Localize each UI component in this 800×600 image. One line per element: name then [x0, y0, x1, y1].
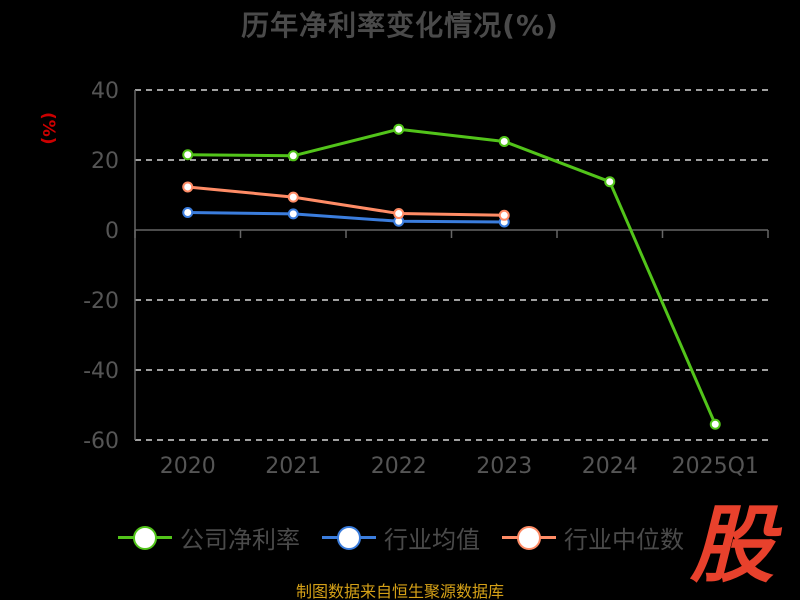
series-2-point-0: [182, 181, 194, 193]
legend: 公司净利率 行业均值 行业中位数: [118, 517, 706, 557]
x-tick-label-2: 2022: [371, 454, 427, 479]
series-0-point-3: [498, 135, 510, 147]
legend-swatch-industry-avg: [322, 525, 376, 550]
series-line-2: [187, 185, 505, 217]
logo: 股: [690, 496, 775, 594]
x-tick-label-1: 2021: [265, 454, 321, 479]
y-tick-label-3: -20: [83, 289, 119, 314]
series-0-point-1: [287, 150, 299, 162]
legend-swatch-company: [118, 525, 172, 550]
series-line-1: [187, 211, 505, 224]
series-1-point-1: [287, 208, 299, 220]
y-tick-label-2: 0: [105, 219, 119, 244]
series-2-point-1: [287, 191, 299, 203]
legend-item-industry-avg[interactable]: 行业均值: [322, 520, 480, 555]
series-0-point-0: [182, 149, 194, 161]
x-tick-label-3: 2023: [476, 454, 532, 479]
y-tick-label-1: 20: [91, 149, 119, 174]
source-note: 制图数据来自恒生聚源数据库: [295, 582, 504, 600]
series-0-point-4: [604, 176, 616, 188]
y-tick-label-0: 40: [91, 79, 119, 104]
series-0-point-2: [393, 123, 405, 135]
legend-label-industry-median: 行业中位数: [564, 525, 684, 554]
series-1-point-0: [182, 207, 194, 218]
legend-label-industry-avg: 行业均值: [384, 525, 480, 554]
x-tick-label-4: 2024: [582, 454, 638, 479]
x-tick-label-5: 2025Q1: [672, 454, 759, 479]
y-tick-label-4: -40: [83, 359, 119, 384]
legend-label-company: 公司净利率: [180, 525, 300, 554]
legend-item-company[interactable]: 公司净利率: [118, 520, 300, 555]
x-tick-label-0: 2020: [160, 454, 216, 479]
y-tick-label-5: -60: [83, 429, 119, 454]
series-2-point-3: [498, 209, 510, 221]
legend-item-industry-median[interactable]: 行业中位数: [502, 520, 684, 555]
series-line-0: [187, 127, 717, 425]
series-2-point-2: [393, 208, 405, 220]
chart-title: 历年净利率变化情况(%): [241, 9, 559, 42]
series-0-point-5: [709, 418, 721, 430]
legend-swatch-industry-median: [502, 525, 556, 550]
